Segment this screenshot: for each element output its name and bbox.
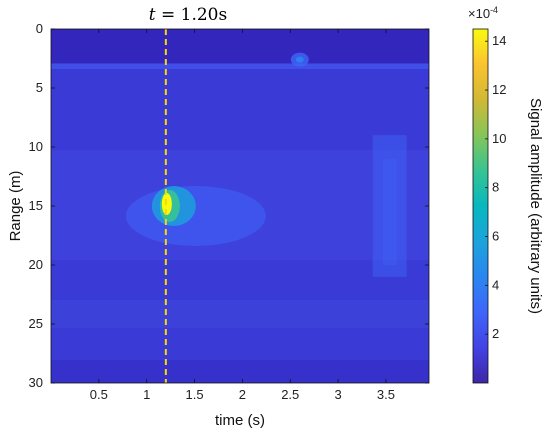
colorbar-tick-label: 14 — [492, 33, 506, 48]
x-tick-label: 2 — [239, 387, 246, 402]
y-axis-label: Range (m) — [7, 171, 24, 242]
x-tick-label: 1 — [143, 387, 150, 402]
colorbar — [472, 28, 489, 384]
plot-area — [51, 29, 429, 383]
colorbar-tick-label: 12 — [492, 82, 506, 97]
x-tick-label: 0.5 — [90, 387, 108, 402]
colorbar-tick-label: 2 — [492, 326, 499, 341]
heatmap-feature-2 — [372, 135, 407, 277]
y-tick-label: 5 — [36, 80, 43, 95]
x-axis-label: time (s) — [215, 412, 265, 429]
x-tick-label: 3 — [334, 387, 341, 402]
x-tick-label: 1.5 — [186, 387, 204, 402]
colorbar-label: Signal amplitude (arbitrary units) — [527, 98, 544, 314]
colorbar-tick-label: 10 — [492, 131, 506, 146]
y-tick-label: 25 — [29, 316, 43, 331]
y-tick-label: 30 — [29, 375, 43, 390]
heatmap-bright-strip — [51, 64, 429, 69]
heatmap-feature-1 — [290, 52, 309, 67]
colorbar-exponent: ×10-4 — [468, 5, 498, 21]
heatmap-bottom-band — [51, 300, 429, 328]
marker-label: t = 1.20s — [149, 5, 227, 25]
heatmap-top-band — [51, 29, 429, 63]
y-tick-label: 10 — [29, 139, 43, 154]
colorbar-tick-label: 8 — [492, 180, 499, 195]
y-tick-label: 0 — [36, 21, 43, 36]
heatmap-feature-0 — [125, 186, 266, 246]
y-tick-label: 20 — [29, 257, 43, 272]
heatmap-bottom-edge — [51, 360, 429, 383]
x-tick-label: 3.5 — [377, 387, 395, 402]
colorbar-tick-label: 4 — [492, 277, 499, 292]
x-tick-label: 2.5 — [281, 387, 299, 402]
colorbar-tick-label: 6 — [492, 229, 499, 244]
y-tick-label: 15 — [29, 198, 43, 213]
